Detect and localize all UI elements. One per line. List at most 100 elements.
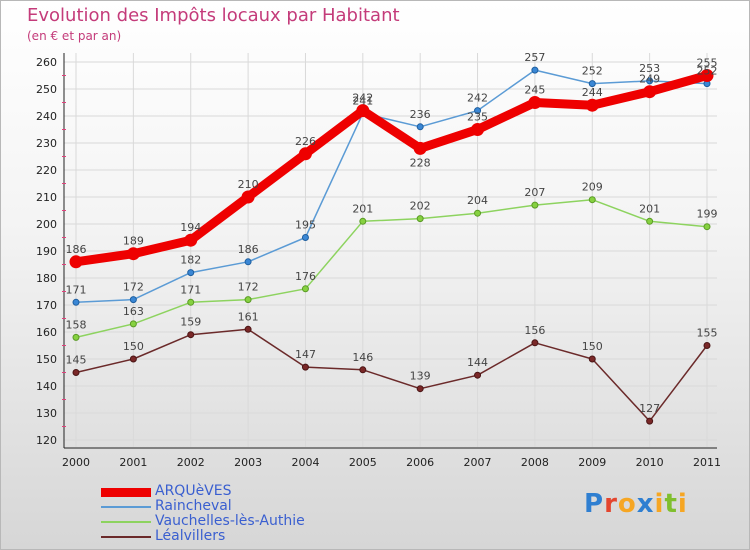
data-label-vauchelles: 204: [467, 194, 488, 207]
series-line-arqueves: [71, 71, 712, 267]
data-point-raincheval: [416, 123, 424, 131]
x-tick-label: 2011: [693, 456, 721, 469]
data-point-raincheval: [646, 77, 654, 85]
data-label-lealvillers: 146: [352, 351, 373, 364]
data-label-arqueves: 235: [467, 111, 488, 124]
data-point-lealvillers: [129, 355, 137, 363]
data-point-arqueves: [413, 141, 427, 155]
legend-swatch-raincheval: [101, 506, 151, 508]
data-point-vauchelles: [646, 217, 654, 225]
data-label-vauchelles: 163: [123, 305, 144, 318]
x-tick-label: 2000: [62, 456, 90, 469]
data-label-vauchelles: 207: [524, 186, 545, 199]
data-point-lealvillers: [244, 325, 252, 333]
data-label-raincheval: 182: [180, 254, 201, 267]
data-point-lealvillers: [72, 369, 80, 376]
data-point-vauchelles: [588, 196, 596, 204]
data-point-arqueves: [184, 233, 198, 247]
data-point-lealvillers: [531, 339, 539, 347]
legend-swatch-lealvillers: [101, 536, 151, 538]
data-label-arqueves: 255: [697, 57, 718, 70]
data-label-raincheval: 252: [697, 65, 718, 78]
y-tick-label: 140: [36, 380, 57, 393]
data-label-lealvillers: 145: [66, 354, 87, 367]
y-tick-label: 150: [36, 353, 57, 366]
series-layer: [69, 66, 714, 425]
data-point-vauchelles: [359, 217, 367, 225]
data-label-vauchelles: 199: [697, 208, 718, 221]
data-point-arqueves: [241, 190, 255, 204]
data-point-vauchelles: [703, 223, 711, 231]
x-tick-label: 2004: [291, 456, 319, 469]
data-label-lealvillers: 150: [123, 340, 144, 353]
data-label-raincheval: 172: [123, 281, 144, 294]
data-point-lealvillers: [187, 331, 195, 339]
data-point-vauchelles: [416, 215, 424, 223]
data-label-vauchelles: 176: [295, 270, 316, 283]
legend-swatch-vauchelles: [101, 521, 151, 523]
grid-layer: [64, 53, 717, 447]
data-point-arqueves: [585, 98, 599, 112]
data-point-arqueves: [471, 123, 485, 136]
legend-label-lealvillers: Léalvillers: [155, 528, 226, 544]
series-line-raincheval: [75, 69, 708, 304]
chart-title: Evolution des Impôts locaux par Habitant: [27, 5, 400, 26]
data-label-layer: 171 172 182 186 195 241 236 242 257 252 253 252 158 1…: [66, 51, 718, 415]
data-point-raincheval: [531, 66, 539, 74]
data-label-arqueves: 244: [582, 86, 603, 99]
data-label-arqueves: 194: [180, 221, 201, 234]
data-point-raincheval: [129, 296, 137, 304]
data-label-raincheval: 195: [295, 219, 316, 232]
y-tick-label: 250: [36, 83, 57, 96]
data-point-arqueves: [356, 104, 370, 118]
x-tick-label: 2002: [177, 456, 205, 469]
data-point-vauchelles: [531, 201, 539, 209]
y-tick-label: 190: [36, 245, 57, 258]
data-label-arqueves: 242: [352, 92, 373, 105]
data-label-lealvillers: 139: [410, 370, 431, 383]
y-tick-label: 230: [36, 137, 57, 150]
data-label-lealvillers: 147: [295, 348, 316, 361]
data-label-arqueves: 226: [295, 135, 316, 148]
y-tick-label: 210: [36, 191, 57, 204]
data-point-vauchelles: [187, 298, 195, 306]
y-tick-label: 170: [36, 299, 57, 312]
proxiti-logo: Proxiti: [584, 489, 688, 519]
data-point-raincheval: [301, 234, 309, 241]
y-tick-label: 130: [36, 407, 57, 420]
data-point-raincheval: [187, 269, 195, 277]
data-label-lealvillers: 159: [180, 316, 201, 329]
legend-label-raincheval: Raincheval: [155, 498, 232, 514]
y-tick-label: 260: [36, 56, 57, 69]
x-tick-label: 2005: [349, 456, 377, 469]
data-label-lealvillers: 144: [467, 356, 488, 369]
y-tick-label: 220: [36, 164, 57, 177]
data-label-lealvillers: 150: [582, 340, 603, 353]
data-label-arqueves: 245: [524, 84, 545, 97]
data-point-lealvillers: [646, 417, 654, 425]
data-point-raincheval: [72, 298, 80, 306]
data-point-vauchelles: [129, 320, 137, 328]
data-label-lealvillers: 156: [524, 324, 545, 337]
data-label-raincheval: 242: [467, 92, 488, 105]
data-label-vauchelles: 201: [352, 202, 373, 215]
y-tick-label: 200: [36, 218, 57, 231]
data-point-arqueves: [528, 96, 542, 109]
data-label-lealvillers: 127: [639, 402, 660, 415]
series-line-lealvillers: [75, 328, 708, 422]
series-line-vauchelles: [75, 198, 708, 339]
data-label-arqueves: 249: [639, 73, 660, 86]
data-label-vauchelles: 202: [410, 200, 431, 213]
x-tick-label: 2003: [234, 456, 262, 469]
data-label-arqueves: 228: [410, 156, 431, 169]
data-point-vauchelles: [244, 296, 252, 304]
data-label-arqueves: 189: [123, 235, 144, 248]
legend-label-arqueves: ARQUèVES: [155, 483, 232, 499]
chart-subtitle: (en € et par an): [27, 29, 122, 43]
x-tick-label: 2008: [521, 456, 549, 469]
data-label-raincheval: 241: [352, 94, 373, 107]
x-tick-label: 2001: [119, 456, 147, 469]
axis-layer: 120 130 140 150 160 170 180 190 200 210 220 230 240 2…: [36, 53, 721, 469]
